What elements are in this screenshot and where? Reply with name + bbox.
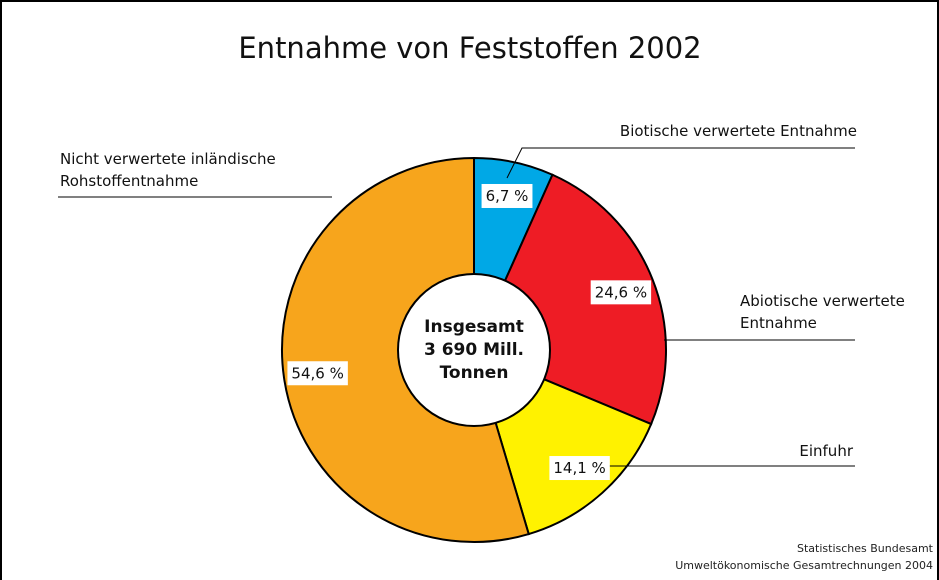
value-label: 54,6 %: [291, 364, 343, 382]
value-label: 14,1 %: [553, 459, 605, 477]
value-label-bg: [287, 361, 348, 386]
chart-title: Entnahme von Feststoffen 2002: [238, 31, 701, 65]
value-label-bg: [481, 183, 533, 208]
category-label: Nicht verwertete inländische Rohstoffent…: [60, 150, 276, 190]
donut-hole: [397, 273, 551, 427]
value-label: 24,6 %: [595, 283, 647, 301]
center-label: Insgesamt: [424, 317, 524, 337]
leader-line: [506, 147, 855, 179]
value-label-bg: [590, 280, 652, 305]
category-label: Abiotische verwertete Entnahme: [740, 292, 905, 332]
value-label: 6,7 %: [486, 187, 529, 205]
value-label-bg: [549, 456, 610, 481]
category-label: Biotische verwertete Entnahme: [619, 122, 857, 140]
category-label: Einfuhr: [799, 442, 853, 460]
source: Umweltökonomische Gesamtrechnungen 2004: [675, 559, 933, 572]
center-label: Tonnen: [440, 363, 509, 383]
source: Statistisches Bundesamt: [797, 542, 934, 555]
center-label: 3 690 Mill.: [424, 340, 524, 360]
